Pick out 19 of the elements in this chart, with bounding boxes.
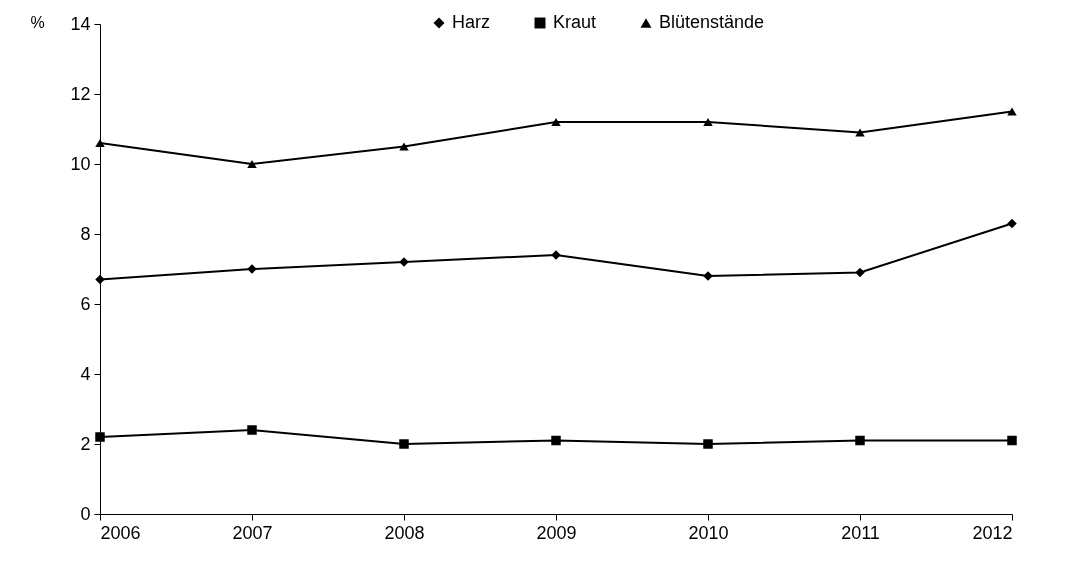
- x-tick-label: 2011: [841, 522, 880, 543]
- y-tick-label: 6: [80, 293, 91, 314]
- legend-label: Kraut: [553, 12, 597, 32]
- x-tick-label: 2010: [688, 522, 729, 543]
- y-tick-label: 2: [80, 433, 91, 454]
- legend-label: Harz: [452, 12, 491, 32]
- x-tick-label: 2008: [384, 522, 425, 543]
- y-tick-label: 14: [70, 13, 91, 34]
- legend-label: Blütenstände: [659, 12, 765, 32]
- y-tick-label: 4: [80, 363, 91, 384]
- y-axis-title: %: [30, 13, 45, 31]
- x-tick-label: 2009: [536, 522, 577, 543]
- x-tick-label: 2007: [232, 522, 273, 543]
- y-tick-label: 0: [80, 503, 91, 524]
- x-tick-label: 2012: [972, 522, 1013, 543]
- x-tick-label: 2006: [100, 522, 141, 543]
- y-tick-label: 12: [70, 83, 91, 104]
- y-tick-label: 10: [70, 153, 91, 174]
- y-tick-label: 8: [80, 223, 91, 244]
